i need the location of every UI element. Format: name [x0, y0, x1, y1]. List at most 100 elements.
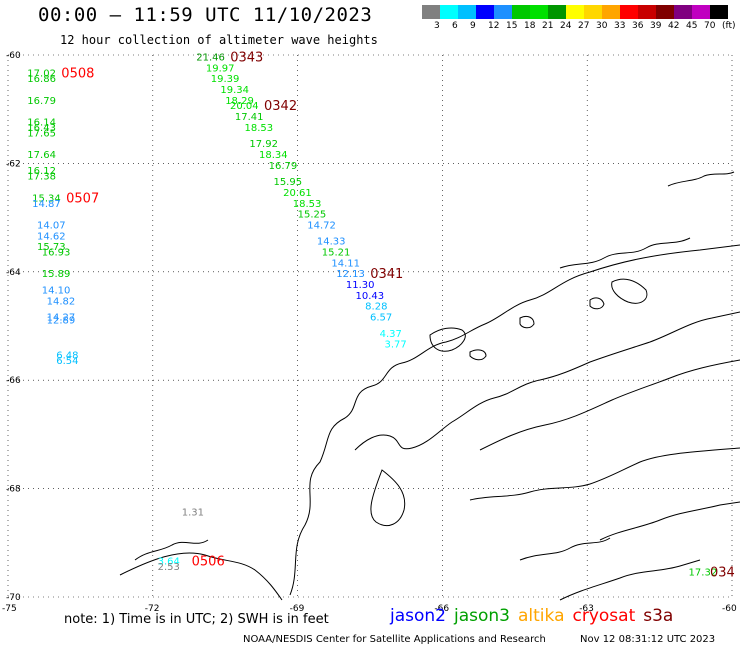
swh-value-label: 2.53	[158, 562, 180, 573]
swh-value-label: 15.25	[298, 210, 327, 221]
swh-value-label: 11.30	[346, 280, 375, 291]
color-swatch	[674, 5, 692, 19]
swh-value-label: 14.62	[37, 231, 66, 242]
legend-entry-altika: altika	[518, 606, 565, 626]
pass-time-label: 034	[710, 565, 735, 580]
anvers-island	[429, 327, 466, 352]
swh-value-label: 17.41	[235, 112, 264, 123]
lon-tick-label: -75	[2, 604, 17, 614]
lat-tick-label: -66	[6, 376, 21, 386]
king-george-isl	[667, 171, 735, 187]
color-scale-bar	[422, 5, 728, 19]
footer-note: note: 1) Time is in UTC; 2) SWH is in fe…	[64, 612, 329, 627]
swh-value-label: 4.37	[380, 329, 402, 340]
legend-entry-jason2: jason2	[390, 606, 446, 626]
lat-tick-label: -62	[6, 159, 21, 169]
swh-value-label: 17.92	[249, 139, 278, 150]
color-swatch	[602, 5, 620, 19]
pass-time-label: 0343	[230, 50, 263, 65]
swh-value-label: 6.54	[56, 356, 78, 367]
swh-value-label: 16.86	[27, 74, 56, 85]
swh-value-label: 17.32	[689, 567, 718, 578]
lat-tick-label: -70	[6, 593, 21, 603]
color-swatch	[512, 5, 530, 19]
south-shelf-2	[519, 537, 611, 561]
lon-tick-label: -69	[290, 604, 305, 614]
swh-value-label: 14.07	[37, 220, 66, 231]
swh-value-label: 18.53	[293, 199, 322, 210]
color-scale-label: 21	[542, 21, 554, 31]
coastline	[119, 171, 740, 601]
swh-value-label: 18.53	[245, 123, 274, 134]
color-scale-label: 27	[578, 21, 590, 31]
swh-value-label: 16.79	[27, 96, 56, 107]
swh-value-label: 1.31	[182, 508, 204, 519]
small-isl-1	[589, 297, 605, 310]
pass-time-label: 0342	[264, 99, 297, 114]
color-swatch	[548, 5, 566, 19]
color-scale-label: 33	[614, 21, 626, 31]
color-scale-labels: 3 6 9 12 15 18 21 24 27 30 33 36 39 42 45 70 (ft)	[422, 21, 740, 35]
color-scale-label: 30	[596, 21, 608, 31]
lat-tick-label: -60	[6, 51, 21, 61]
swh-value-label: 15.89	[42, 269, 71, 280]
satellite-legend: jason2 jason3 altika cryosat s3a	[390, 606, 681, 626]
color-scale-label: 9	[470, 21, 476, 31]
swh-value-label: 15.95	[273, 177, 302, 188]
larsen-shelf	[469, 447, 740, 501]
small-isl-2	[519, 315, 535, 329]
color-swatch	[494, 5, 512, 19]
lon-tick-label: -63	[579, 604, 594, 614]
color-swatch	[710, 5, 728, 19]
color-swatch	[566, 5, 584, 19]
swh-value-label: 15.34	[32, 193, 61, 204]
swh-value-label: 16.93	[42, 248, 71, 259]
color-swatch	[584, 5, 602, 19]
swh-value-label: 12.89	[47, 315, 76, 326]
swh-value-label: 19.97	[206, 63, 235, 74]
swh-value-label: 17.65	[27, 128, 56, 139]
color-scale-label: 12	[488, 21, 500, 31]
swh-value-label: 12.13	[336, 269, 365, 280]
swh-value-label: 14.11	[331, 258, 360, 269]
peninsula-coast-inner	[354, 311, 740, 451]
alexander-island-north	[134, 539, 209, 561]
alexander-island	[119, 552, 283, 601]
color-swatch	[620, 5, 638, 19]
swh-value-label: 16.14	[27, 117, 56, 128]
color-scale-label: 6	[452, 21, 458, 31]
swh-value-label: 8.28	[365, 302, 387, 313]
swh-value-label: 20.61	[283, 188, 312, 199]
swh-value-label: 14.72	[307, 220, 336, 231]
swh-value-label: 15.21	[322, 248, 351, 259]
pass-time-label: 0508	[61, 67, 94, 82]
swh-value-label: 16.12	[27, 166, 56, 177]
swh-value-label: 17.64	[27, 150, 56, 161]
color-swatch	[476, 5, 494, 19]
swh-value-label: 18.29	[225, 96, 254, 107]
pass-time-label: 0507	[66, 191, 99, 206]
small-isl-3	[469, 349, 487, 361]
swh-value-label: 15.73	[37, 242, 66, 253]
swh-value-label: 18.34	[259, 150, 288, 161]
lat-tick-label: -68	[6, 485, 21, 495]
color-swatch	[692, 5, 710, 19]
swh-value-label: 3.77	[384, 340, 406, 351]
swh-value-label: 16.79	[269, 161, 298, 172]
pass-time-label: 0341	[370, 267, 403, 282]
page-subtitle: 12 hour collection of altimeter wave hei…	[60, 33, 378, 47]
swh-value-label: 16.43	[27, 123, 56, 134]
lat-lon-grid: -60 -62 -64 -66 -68 -70-75 -72 -69 -66 -63 -60	[2, 51, 737, 614]
swh-value-label: 14.87	[32, 199, 61, 210]
adelaide-island	[370, 469, 406, 526]
south-shelf	[559, 559, 701, 601]
swh-value-label: 14.33	[317, 237, 346, 248]
color-scale-label: 70	[704, 21, 716, 31]
swh-value-label: 14.82	[47, 296, 76, 307]
color-swatch	[530, 5, 548, 19]
color-scale-label: 18	[524, 21, 536, 31]
swh-value-label: 10.43	[356, 291, 385, 302]
peninsula-coast	[289, 244, 740, 596]
swh-value-label: 14.27	[47, 313, 76, 324]
